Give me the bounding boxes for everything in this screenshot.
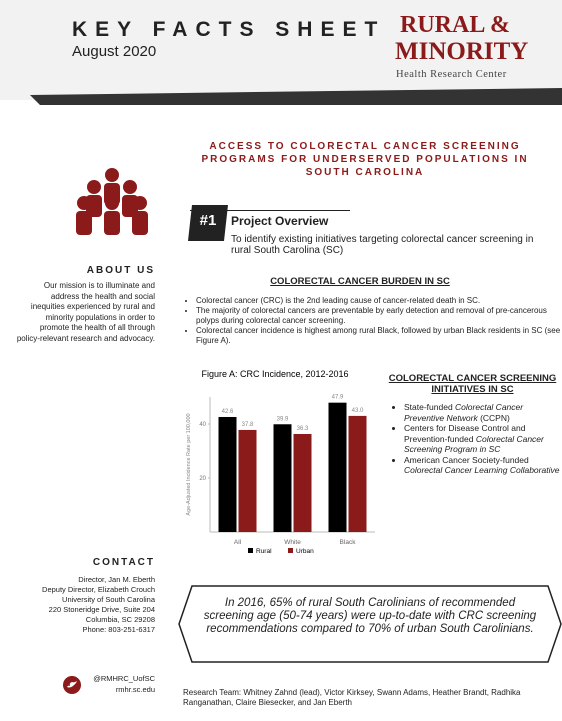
burden-title: COLORECTAL CANCER BURDEN IN SC [270,276,450,287]
value-label: 43.0 [352,408,364,414]
legend-swatch [248,548,253,553]
y-axis-label: Age-Adjusted Incidence Rate per 100,000 [186,413,192,515]
x-tick-label: White [284,539,301,546]
bullet: Colorectal cancer incidence is highest a… [196,326,562,346]
badge-bg [188,205,228,241]
website[interactable]: rmhr.sc.edu [115,685,155,694]
overview-title: Project Overview [231,214,329,228]
contact-line: 220 Stoneridge Drive, Suite 204 [48,605,155,614]
header-date: August 2020 [72,43,157,60]
value-label: 39.9 [277,416,289,422]
bar [218,416,237,532]
bullet-text: Colorectal Cancer Preventive Network [404,402,524,423]
bar [273,424,292,532]
contact-title: CONTACT [92,557,155,568]
bullet-text: (CCPN) [477,412,510,423]
bullet-text: Centers for Disease Control and Preventi… [404,423,526,444]
initiatives-bullets: State-funded Colorectal Cancer Preventiv… [392,402,562,476]
about-title: ABOUT US [86,265,155,276]
contact-lines: Director, Jan M. Eberth Deputy Director, … [5,575,155,635]
header-title: KEY FACTS SHEET [72,18,386,41]
header-bg [0,0,562,105]
value-label: 42.6 [222,409,234,415]
legend-label: Urban [296,548,314,555]
y-tick-label: 40 [199,422,206,428]
chart-title: Figure A: CRC Incidence, 2012-2016 [201,369,348,379]
contact-line: Columbia, SC 29208 [85,615,155,624]
chart: Figure A: CRC Incidence, 2012-2016 Age-Ad… [186,369,375,555]
people-icon [76,168,148,235]
bar [328,402,347,532]
contact-line: Phone: 803-251-6317 [82,625,155,634]
headline: ACCESS TO COLORECTAL CANCER SCREENING PR… [201,141,529,178]
legend-swatch [288,548,293,553]
contact-line: University of South Carolina [62,595,155,604]
logo: MINORITY [395,38,529,65]
contact-line: Director, Jan M. Eberth [78,575,155,584]
bullet: Colorectal cancer (CRC) is the 2nd leadi… [196,296,562,306]
overview-text: To identify existing initiatives targeti… [231,234,534,256]
value-label: 47.9 [332,395,344,401]
bullet: Centers for Disease Control and Preventi… [404,423,562,455]
burden-bullets: Colorectal cancer (CRC) is the 2nd leadi… [184,296,562,346]
bullet: The majority of colorectal cancers are p… [196,306,562,326]
twitter-icon [63,676,81,694]
y-tick-label: 20 [199,476,206,482]
bar [238,429,257,532]
bullet-text: Colorectal Cancer Screening Program in S… [404,433,544,455]
badge: #1 [199,212,217,229]
bullet-text: State-funded [404,402,456,412]
twitter-handle[interactable]: @RMHRC_UofSC [93,674,155,683]
x-tick-label: Black [340,539,357,546]
bar [293,433,312,532]
bullet-text: Colorectal Cancer Learning Collaborative [404,465,560,475]
initiatives-title: COLORECTAL CANCER SCREENING INITIATIVES … [388,373,557,395]
logo: Health Research Center [396,69,507,80]
about-text: Our mission is to illuminate and address… [16,281,155,343]
value-label: 37.8 [242,422,254,428]
x-tick-label: All [234,539,242,546]
callout-text: In 2016, 65% of rural South Carolinians … [203,597,537,635]
logo: RURAL & [400,12,511,38]
bullet-text: American Cancer Society-funded [404,454,529,465]
research-team: Research Team: Whitney Zahnd (lead), Vic… [183,688,521,707]
contact-line: Deputy Director, Elizabeth Crouch [42,585,155,594]
value-label: 36.3 [297,426,309,432]
callout-box [178,585,562,663]
bullet: American Cancer Society-funded Colorecta… [404,455,562,476]
bullet: State-funded Colorectal Cancer Preventiv… [404,402,562,423]
legend-label: Rural [256,548,272,555]
rule [190,210,350,211]
bar [348,415,367,532]
